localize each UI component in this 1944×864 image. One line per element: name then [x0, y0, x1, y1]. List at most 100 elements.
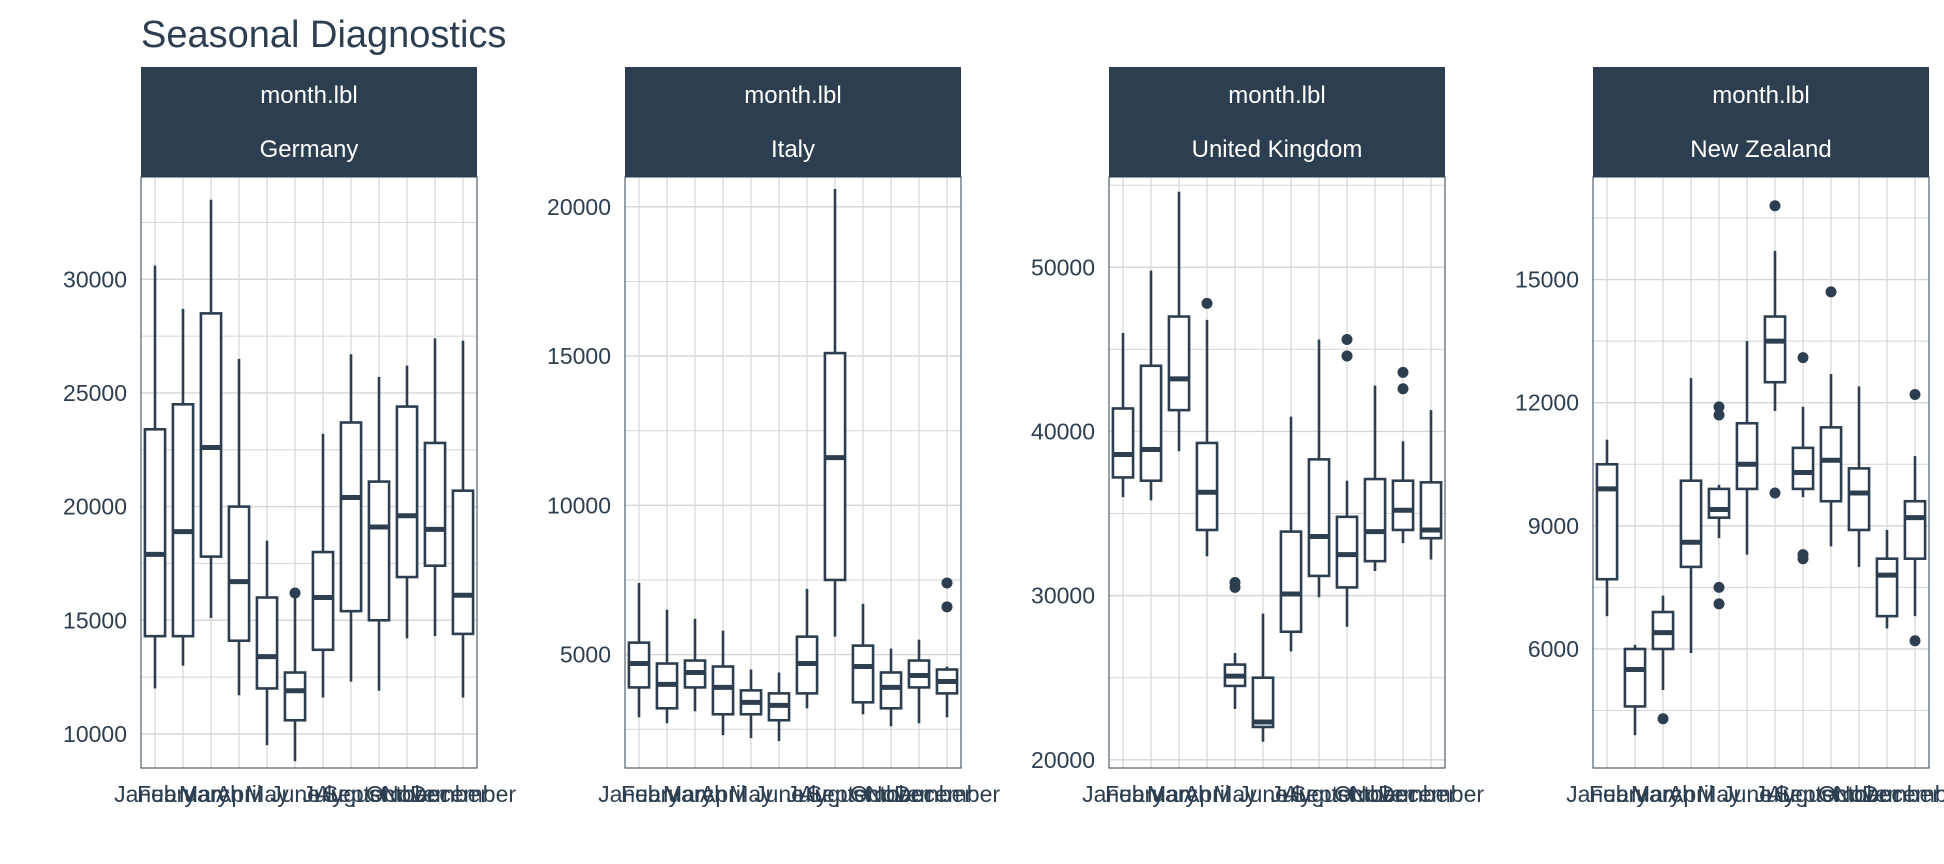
- box-july: [795, 588, 819, 709]
- facet-strip-variable: month.lbl: [1228, 82, 1325, 109]
- x-tick-label: January: [1082, 781, 1164, 807]
- outlier-point: [1341, 334, 1353, 346]
- x-tick-label: September: [807, 781, 920, 807]
- box-iqr: [283, 671, 307, 722]
- x-tick-label: January: [1566, 781, 1648, 807]
- box-august: [339, 354, 363, 682]
- x-tick-label: June: [1238, 781, 1288, 807]
- panel-united-kingdom: 20000 30000 40000 50000 month.lbl United King…: [1031, 67, 1484, 807]
- y-tick-label: 5000: [560, 642, 611, 668]
- x-tick-label: August: [799, 781, 871, 807]
- box-iqr: [1419, 481, 1443, 540]
- outlier-point: [1909, 389, 1921, 401]
- x-tick-label: July: [1755, 781, 1796, 807]
- x-tick-label: April: [700, 781, 746, 807]
- box-iqr: [1595, 462, 1619, 581]
- x-tick-label: February: [621, 781, 714, 807]
- box-february: [171, 308, 195, 666]
- x-tick-label: May: [245, 781, 289, 807]
- box-march: [199, 199, 223, 618]
- y-tick-label: 15000: [63, 607, 127, 633]
- box-february: [655, 609, 679, 724]
- x-tick-label: October: [1818, 781, 1900, 807]
- x-tick-label: December: [410, 781, 516, 807]
- panel-new-zealand: 6000 9000 12000 15000 month.lbl New Zealand Ja…: [1515, 67, 1944, 807]
- box-february: [1139, 270, 1163, 501]
- box-iqr: [423, 441, 447, 567]
- x-tick-label: January: [598, 781, 680, 807]
- box-november: [1875, 529, 1899, 629]
- box-july: [1763, 200, 1787, 499]
- box-november: [423, 338, 447, 637]
- box-october: [1363, 385, 1387, 571]
- outlier-point: [941, 577, 953, 589]
- y-tick-label: 50000: [1031, 254, 1095, 280]
- x-tick-label: December: [1862, 781, 1944, 807]
- box-iqr: [1707, 487, 1731, 519]
- x-tick-label: April: [1184, 781, 1230, 807]
- box-july: [1279, 416, 1303, 652]
- x-tick-label: June: [754, 781, 804, 807]
- x-tick-label: August: [1767, 781, 1839, 807]
- x-tick-label: February: [137, 781, 230, 807]
- box-april: [227, 358, 251, 696]
- x-tick-label: March: [179, 781, 243, 807]
- box-iqr: [339, 421, 363, 613]
- box-iqr: [823, 351, 847, 582]
- outlier-point: [1341, 350, 1353, 362]
- outlier-point: [1769, 487, 1781, 499]
- box-january: [627, 582, 651, 718]
- x-tick-label: August: [1283, 781, 1355, 807]
- box-iqr: [171, 403, 195, 638]
- x-tick-label: December: [894, 781, 1000, 807]
- x-tick-label: September: [323, 781, 436, 807]
- box-may: [1707, 401, 1731, 610]
- x-tick-label: October: [366, 781, 448, 807]
- box-december: [451, 340, 475, 698]
- box-iqr: [199, 312, 223, 558]
- outlier-point: [289, 587, 301, 599]
- y-tick-label: 25000: [63, 380, 127, 406]
- x-tick-label: August: [315, 781, 387, 807]
- box-may: [1223, 576, 1247, 709]
- box-may: [739, 669, 763, 739]
- x-tick-label: September: [1775, 781, 1888, 807]
- box-iqr: [1735, 421, 1759, 491]
- y-tick-label: 20000: [547, 194, 611, 220]
- box-iqr: [711, 665, 735, 716]
- outlier-point: [1397, 366, 1409, 378]
- outlier-point: [1229, 576, 1241, 588]
- box-iqr: [1139, 364, 1163, 483]
- x-tick-label: October: [1334, 781, 1416, 807]
- facet-strip-variable: month.lbl: [1712, 82, 1809, 109]
- outlier-point: [1825, 286, 1837, 298]
- box-february: [1623, 644, 1647, 736]
- facet-strip-country: Italy: [771, 136, 815, 163]
- facet-strip-country: Germany: [260, 136, 359, 163]
- box-october: [1847, 386, 1871, 567]
- box-iqr: [1279, 530, 1303, 634]
- panel-italy: 5000 10000 15000 20000 month.lbl Italy January…: [547, 67, 1000, 807]
- box-iqr: [395, 405, 419, 579]
- box-november: [907, 639, 931, 724]
- box-iqr: [143, 428, 167, 638]
- box-january: [143, 265, 167, 689]
- x-tick-label: March: [1147, 781, 1211, 807]
- box-iqr: [311, 550, 335, 652]
- outlier-point: [1713, 598, 1725, 610]
- x-tick-label: July: [787, 781, 828, 807]
- box-iqr: [1363, 477, 1387, 563]
- facet-strip: [1109, 67, 1445, 177]
- chart-title: Seasonal Diagnostics: [141, 14, 507, 56]
- y-tick-label: 10000: [547, 492, 611, 518]
- x-tick-label: March: [663, 781, 727, 807]
- box-september: [851, 603, 875, 715]
- box-iqr: [451, 489, 475, 636]
- x-tick-label: May: [1213, 781, 1257, 807]
- box-iqr: [1307, 458, 1331, 578]
- box-december: [935, 577, 959, 718]
- x-tick-label: November: [382, 781, 488, 807]
- box-march: [1167, 191, 1191, 452]
- outlier-point: [1657, 713, 1669, 725]
